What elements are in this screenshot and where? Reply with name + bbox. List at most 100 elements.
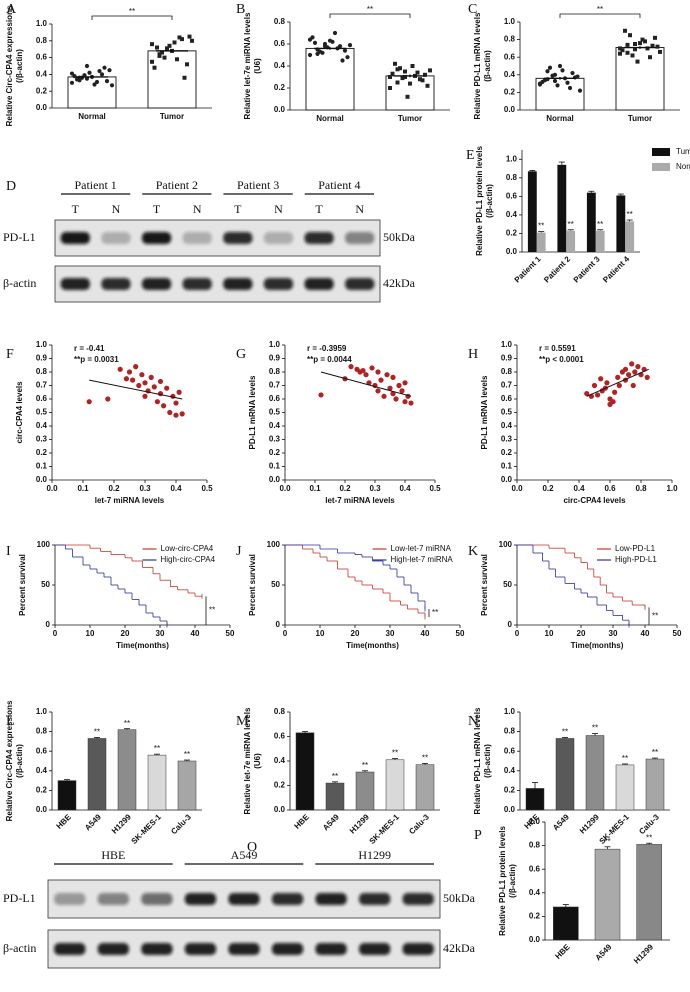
data-point — [630, 53, 635, 58]
x-tick-label: 10 — [316, 629, 325, 638]
x-tick-label: Patient 1 — [513, 254, 543, 284]
data-point — [180, 37, 184, 42]
legend-label: High-circ-CPA4 — [161, 555, 216, 564]
data-point — [87, 70, 92, 75]
x-tick-label: 0.2 — [542, 484, 554, 493]
blot-band — [228, 893, 260, 905]
data-point — [653, 35, 657, 40]
x-tick-label: A549 — [594, 942, 614, 962]
data-point — [388, 75, 392, 79]
x-tick-label: H1299 — [578, 812, 601, 835]
data-point — [410, 64, 415, 68]
data-point — [415, 70, 420, 75]
y-tick-label: 0.6 — [274, 732, 286, 741]
data-point — [173, 412, 179, 418]
data-point — [104, 79, 110, 84]
data-point — [97, 68, 102, 74]
data-point — [332, 30, 338, 36]
x-tick-label: 1.0 — [666, 484, 678, 493]
y-tick-label: 0.6 — [506, 191, 518, 200]
data-point — [591, 382, 598, 389]
legend-label: High-let-7 miRNA — [391, 555, 454, 564]
data-point — [418, 77, 422, 82]
data-point — [615, 374, 621, 380]
panel-letter: A — [6, 2, 17, 17]
x-axis-label: let-7 miRNA levels — [95, 496, 165, 505]
y-tick-label: 0.8 — [274, 17, 286, 26]
y-axis-label: Relative let-7e miRNA levels — [243, 707, 252, 814]
data-point — [150, 42, 154, 47]
x-tick-label: 0.1 — [309, 484, 321, 493]
data-point — [123, 376, 129, 382]
data-point — [151, 384, 157, 390]
legend-swatch — [652, 148, 670, 156]
legend-label: Low-circ-CPA4 — [161, 544, 214, 553]
y-tick-label: 0.0 — [504, 105, 516, 114]
data-point — [176, 389, 182, 395]
y-tick-label: 50 — [503, 580, 512, 589]
data-point — [177, 35, 182, 40]
data-point — [393, 61, 397, 66]
x-tick-label: Normal — [546, 114, 574, 123]
bar — [147, 50, 197, 109]
data-point — [84, 63, 90, 69]
group-label: Patient 3 — [237, 178, 279, 192]
data-point — [557, 63, 563, 69]
y-tick-label: 0.1 — [269, 462, 281, 471]
y-axis-label: Percent survival — [480, 554, 489, 616]
blot-band — [315, 943, 347, 955]
y-tick-label: 0.8 — [36, 367, 48, 376]
y-tick-label: 1.0 — [36, 19, 48, 28]
y-axis-label: circ-CPA4 levels — [15, 381, 24, 444]
data-point — [625, 50, 630, 55]
blot-band — [402, 943, 434, 955]
x-tick-label: 0.0 — [46, 484, 58, 493]
blot-band — [223, 232, 253, 244]
data-point — [403, 69, 407, 74]
data-point — [628, 33, 632, 38]
y-axis-label: (/β-actin) — [508, 864, 517, 898]
bar — [625, 221, 635, 252]
x-tick-label: 0 — [283, 629, 288, 638]
data-point — [327, 38, 333, 43]
y-tick-label: 0.0 — [506, 247, 518, 256]
significance-label: ** — [652, 748, 658, 757]
panel-letter: F — [6, 347, 14, 362]
panel-letter: D — [6, 179, 16, 194]
y-tick-label: 0.6 — [504, 52, 516, 61]
data-point — [187, 34, 192, 39]
blot-band — [263, 278, 294, 290]
data-point — [423, 72, 427, 77]
x-tick-label: Normal — [78, 112, 106, 121]
significance-label: ** — [604, 837, 610, 846]
data-point — [629, 361, 635, 367]
blot-band — [271, 943, 304, 955]
y-axis-label: Percent survival — [248, 554, 257, 616]
data-point — [570, 70, 575, 76]
y-tick-label: 0.7 — [501, 381, 513, 390]
x-tick-label: 0.0 — [511, 484, 523, 493]
y-tick-label: 0.0 — [501, 475, 513, 484]
data-point — [136, 382, 142, 389]
significance-label: ** — [129, 7, 135, 16]
data-point — [182, 75, 187, 80]
significance-label: ** — [597, 5, 603, 14]
data-point — [94, 79, 100, 85]
y-axis-label: (/β-actin) — [15, 744, 24, 778]
data-point — [150, 59, 154, 64]
y-tick-label: 0.4 — [504, 70, 516, 79]
significance-label: ** — [332, 772, 338, 781]
data-point — [567, 85, 573, 91]
blot-band — [60, 278, 90, 290]
y-tick-label: 0.4 — [36, 70, 48, 79]
y-axis-label: Relative PD-L1 protein levels — [498, 826, 507, 936]
bar — [385, 75, 435, 111]
lane-label: T — [72, 202, 80, 216]
x-axis-label: Time(months) — [346, 641, 399, 650]
data-point — [307, 52, 313, 58]
annotation: r = 0.5591 — [539, 344, 576, 353]
annotation: r = -0.3959 — [307, 344, 347, 353]
blot-band — [60, 232, 90, 244]
data-point — [623, 28, 627, 33]
x-tick-label: SK-MES-1 — [130, 812, 164, 846]
